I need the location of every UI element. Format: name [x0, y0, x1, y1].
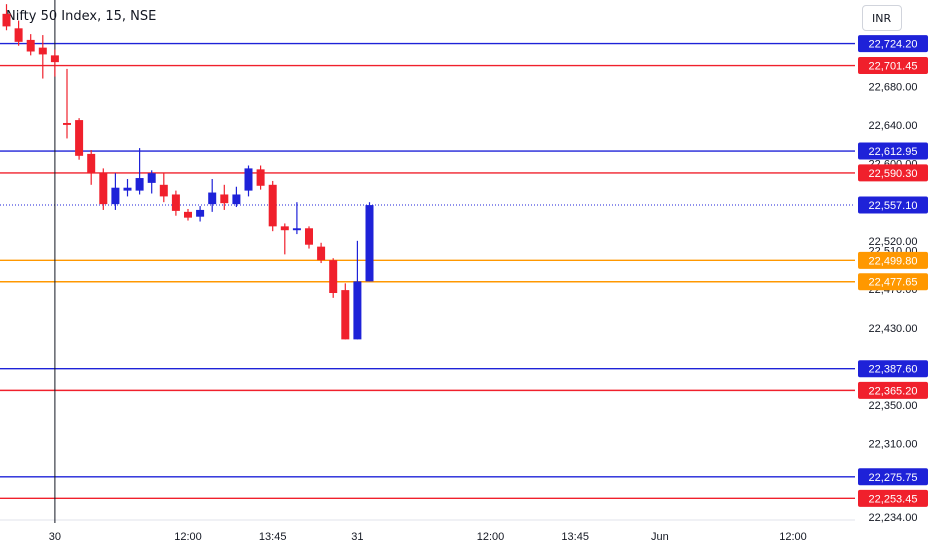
- time-tick-label: 30: [49, 531, 61, 543]
- candle-body: [135, 178, 144, 191]
- price-tick-label: 22,430.00: [869, 323, 918, 335]
- candle-body: [353, 281, 362, 340]
- price-label-text: 22,499.80: [869, 255, 918, 267]
- time-tick-label: 12:00: [779, 531, 807, 543]
- candle-body: [38, 47, 47, 55]
- time-tick-label: 13:45: [561, 531, 589, 543]
- candle-body: [244, 168, 253, 191]
- candle-body: [232, 194, 241, 205]
- price-label-text: 22,477.65: [869, 277, 918, 289]
- candle-body: [317, 246, 326, 261]
- price-label-text: 22,590.30: [869, 168, 918, 180]
- candle-body: [365, 205, 374, 282]
- candle-body: [14, 28, 23, 42]
- price-label-box: [858, 196, 928, 214]
- time-tick-label: 12:00: [477, 531, 505, 543]
- price-tick-label: 22,310.00: [869, 439, 918, 451]
- candle-body: [2, 13, 11, 27]
- price-label-box: [858, 142, 928, 160]
- candle-body: [26, 39, 35, 52]
- candle-body: [75, 120, 84, 156]
- candle-body: [147, 173, 156, 183]
- price-label-text: 22,557.10: [869, 200, 918, 212]
- time-tick-label: 13:45: [259, 531, 287, 543]
- candle-body: [171, 194, 180, 211]
- candle-body: [196, 209, 205, 217]
- price-label-box: [858, 251, 928, 269]
- price-label-box: [858, 360, 928, 378]
- candle-body: [50, 55, 59, 63]
- price-label-box: [858, 468, 928, 486]
- candle-body: [292, 228, 301, 231]
- time-tick-label: Jun: [651, 531, 669, 543]
- time-tick-label: 31: [351, 531, 363, 543]
- candle-body: [329, 260, 338, 294]
- candle-body: [99, 173, 108, 205]
- price-label-text: 22,724.20: [869, 39, 918, 51]
- price-tick-label: 22,640.00: [869, 120, 918, 132]
- price-label-text: 22,701.45: [869, 61, 918, 73]
- price-tick-label: 22,234.00: [869, 512, 918, 524]
- price-label-box: [858, 164, 928, 182]
- candle-body: [280, 226, 289, 231]
- chart-title: Nifty 50 Index, 15, NSE: [6, 9, 157, 24]
- candle-body: [111, 187, 120, 205]
- price-label-box: [858, 381, 928, 399]
- price-tick-label: 22,520.00: [869, 236, 918, 248]
- candle-body: [63, 122, 71, 125]
- candle-body: [184, 211, 192, 218]
- price-label-box: [858, 57, 928, 75]
- price-tick-label: 22,680.00: [869, 81, 918, 93]
- currency-selector[interactable]: INR: [862, 5, 902, 31]
- price-label-text: 22,365.20: [869, 385, 918, 397]
- candle-body: [268, 184, 277, 227]
- price-label-text: 22,275.75: [869, 472, 918, 484]
- price-tick-label: 22,350.00: [869, 400, 918, 412]
- price-label-box: [858, 35, 928, 53]
- candle-body: [341, 290, 350, 340]
- candle-body: [256, 169, 265, 186]
- price-label-text: 22,387.60: [869, 364, 918, 376]
- candle-body: [220, 194, 229, 204]
- candle-body: [305, 228, 313, 245]
- price-label-box: [858, 489, 928, 507]
- price-label-box: [858, 273, 928, 291]
- candle-body: [159, 184, 168, 197]
- time-tick-label: 12:00: [174, 531, 202, 543]
- candle-body: [208, 192, 217, 205]
- price-label-text: 22,612.95: [869, 146, 918, 158]
- price-label-text: 22,253.45: [869, 493, 918, 505]
- candle-body: [123, 187, 132, 191]
- candle-body: [87, 153, 96, 174]
